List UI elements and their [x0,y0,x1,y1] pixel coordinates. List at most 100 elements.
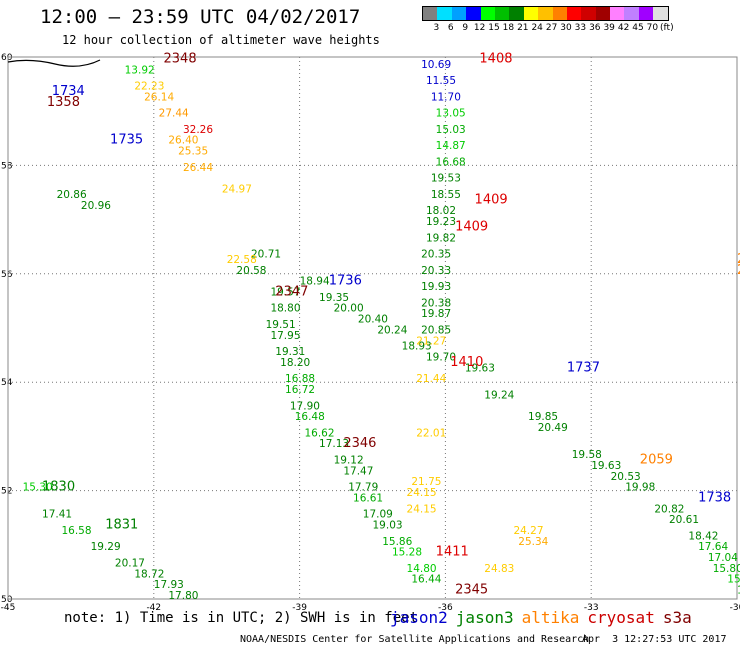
legend-swatch [523,7,539,20]
wave-height-value: 19.31 [275,346,305,358]
map-subtitle: 12 hour collection of altimeter wave hei… [62,33,380,47]
map-title: 12:00 – 23:59 UTC 04/02/2017 [40,6,361,28]
color-legend: 3 6 9 12 15 18 21 24 27 30 33 36 39 42 45 70 (ft) [422,6,674,35]
wave-height-value: 19.85 [528,411,558,423]
legend-label: 70 [646,23,659,33]
legend-label: 36 [589,23,601,33]
wave-height-value: 19.24 [484,389,514,401]
wave-height-value: 17.64 [698,541,728,553]
wave-height-value: 15.80 [713,563,740,575]
wave-height-value: 19.63 [465,362,495,374]
pass-time-label: 1830 [42,480,75,495]
satellite-legend: jason2 jason3 altika cryosat s3a [390,608,700,627]
wave-height-value: 20.96 [81,200,111,212]
x-tick-label: -42 [146,603,161,613]
legend-color-bar [422,6,669,21]
legend-swatch [423,7,438,20]
satellite-name-s3a: s3a [662,608,692,627]
legend-label: (ft) [660,23,674,33]
wave-height-value: 19.87 [421,308,451,320]
legend-label: 33 [574,23,587,33]
y-tick-label: 50 [1,595,13,605]
pass-time-label: 1408 [479,51,512,66]
wave-height-value: 15.99 [737,585,740,597]
coastline-outline [7,59,101,67]
wave-height-value: 21.27 [416,335,446,347]
wave-height-value: 24.15 [407,503,437,515]
pass-time-label: 2059 [640,453,673,468]
pass-time-label: 2058 [737,252,740,267]
wave-height-value: 15.03 [436,124,466,136]
pass-time-label: 1734 [52,84,85,99]
wave-height-value: 17.95 [270,330,300,342]
wave-height-value: 18.80 [270,303,300,315]
wave-height-value: 20.86 [57,189,87,201]
wave-height-value: 26.14 [144,91,174,103]
legend-swatch [480,7,495,20]
pass-time-label: 2058 [737,263,740,278]
legend-swatch [451,7,467,20]
wave-height-value: 26.44 [183,162,213,174]
wave-height-value: 27.44 [159,108,189,120]
legend-swatch [494,7,510,20]
pass-time-label: 1736 [329,274,362,289]
legend-swatch [437,7,452,20]
wave-height-value: 20.33 [421,265,451,277]
wave-height-value: 14.80 [407,563,437,575]
wave-height-value: 20.40 [358,314,388,326]
legend-label: 18 [502,23,515,33]
legend-label: 42 [617,23,630,33]
wave-height-value: 20.53 [611,471,641,483]
wave-height-value: 15.28 [392,547,422,559]
legend-swatch [581,7,596,20]
wave-height-value: 21.44 [416,373,446,385]
satellite-name-jason2: jason2 [390,608,448,627]
wave-height-value: 17.79 [348,482,378,494]
pass-time-label: 1831 [105,518,138,533]
legend-swatch [595,7,611,20]
pass-time-label: 2347 [275,284,308,299]
pass-time-label: 1738 [698,490,731,505]
x-tick-label: -39 [292,603,307,613]
wave-height-value: 17.41 [42,509,72,521]
pass-time-label: 2346 [343,436,376,451]
legend-labels: 3 6 9 12 15 18 21 24 27 30 33 36 39 42 45 70 (ft) [422,21,674,35]
legend-swatch [509,7,524,20]
wave-height-value: 20.17 [115,557,145,569]
legend-label: 12 [473,23,486,33]
wave-height-value: 19.12 [334,455,364,467]
wave-height-value: 14.87 [436,140,466,152]
legend-swatch [552,7,567,20]
wave-height-value: 18.72 [134,568,164,580]
wave-height-value: 32.26 [183,124,213,136]
legend-label: 6 [447,23,454,33]
wave-height-value: 19.51 [266,319,296,331]
wave-height-value: 26.40 [168,135,198,147]
wave-height-value: 13.92 [125,64,155,76]
wave-height-value: 21.75 [411,476,441,488]
wave-height-value: 10.69 [421,59,451,71]
wave-height-value: 18.93 [402,341,432,353]
wave-height-value: 19.70 [426,352,456,364]
pass-time-label: 1409 [475,192,508,207]
wave-height-value: 15.30 [23,482,53,494]
wave-height-value: 16.48 [295,411,325,423]
x-tick-label: -36 [438,603,453,613]
wave-height-value: 17.04 [708,552,738,564]
wave-height-value: 22.58 [227,254,257,266]
wave-height-value: 22.01 [416,427,446,439]
satellite-name-jason3: jason3 [455,608,514,627]
y-tick-label: 56 [1,270,13,280]
wave-height-value: 15.86 [382,536,412,548]
wave-height-value: 20.38 [421,297,451,309]
wave-height-value: 20.85 [421,324,451,336]
wave-height-value: 17.80 [168,590,198,602]
pass-time-label: 2348 [164,51,197,66]
wave-height-value: 16.72 [285,384,315,396]
pass-time-label: 2345 [455,583,488,598]
pass-time-label: 1737 [567,360,600,375]
wave-height-value: 11.55 [426,75,456,87]
wave-height-value: 13.05 [436,108,466,120]
wave-height-value: 18.02 [426,205,456,217]
legend-swatch [610,7,625,20]
